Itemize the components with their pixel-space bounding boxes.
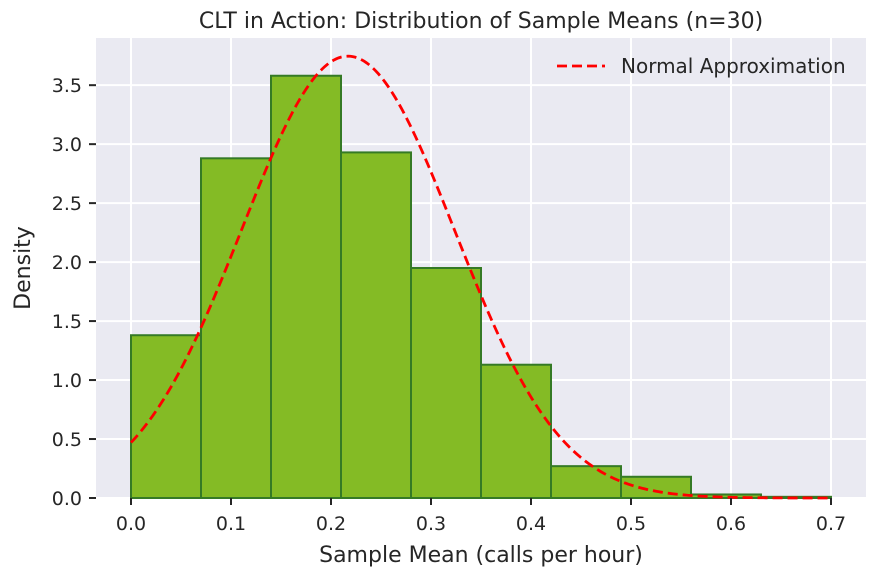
axis-ticks: 0.0 0.1 0.2 0.3 0.4 0.5 0.6 0.7 0.0 0.5 1.0 1.5 2.0 2…	[52, 75, 846, 535]
x-tick-label: 0.1	[216, 513, 246, 535]
x-tick-label: 0.5	[616, 513, 646, 535]
y-axis-label: Density	[11, 226, 36, 310]
histogram-bar	[340, 151, 412, 500]
x-tick-label: 0.7	[816, 513, 846, 535]
histogram-bar	[550, 465, 622, 499]
x-tick-label: 0.0	[116, 513, 146, 535]
y-tick-label: 1.5	[52, 311, 82, 333]
histogram-bar	[480, 363, 552, 500]
y-tick-label: 2.5	[52, 193, 82, 215]
normal-approximation-curve	[129, 54, 831, 500]
x-tick-label: 0.6	[716, 513, 746, 535]
y-tick-label: 1.0	[52, 370, 82, 392]
x-tick-label: 0.3	[416, 513, 446, 535]
y-tick-label: 3.0	[52, 134, 82, 156]
histogram-bar	[200, 157, 272, 500]
histogram-bar	[620, 475, 692, 499]
legend-label-normal-approximation: Normal Approximation	[621, 54, 846, 78]
legend: Normal Approximation	[557, 54, 846, 78]
x-axis-label: Sample Mean (calls per hour)	[319, 543, 643, 568]
x-tick-label: 0.2	[316, 513, 346, 535]
chart-title: CLT in Action: Distribution of Sample Me…	[199, 9, 763, 34]
x-tick-label: 0.4	[516, 513, 546, 535]
normal-curve-layer	[129, 54, 831, 500]
y-tick-label: 3.5	[52, 75, 82, 97]
histogram-bars	[130, 74, 832, 500]
y-tick-label: 2.0	[52, 252, 82, 274]
histogram-bar	[410, 267, 482, 499]
y-tick-label: 0.0	[52, 488, 82, 510]
y-tick-label: 0.5	[52, 429, 82, 451]
histogram-bar	[270, 74, 342, 499]
histogram-bar	[130, 334, 202, 499]
